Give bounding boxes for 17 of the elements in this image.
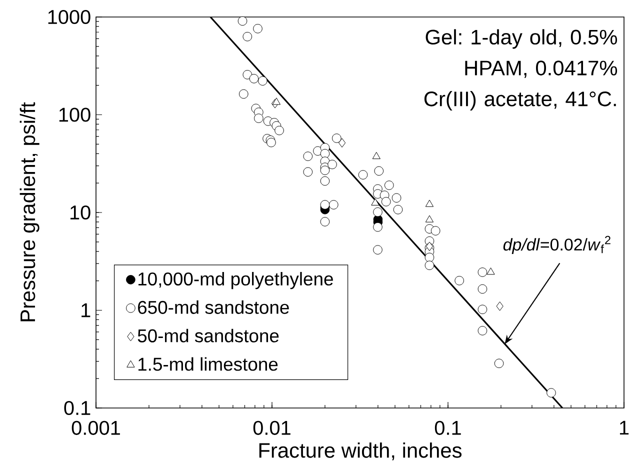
x-tick-label: 0.01 (253, 420, 290, 435)
annotation: dp/dl=0.02/w$_{f}$2 (503, 236, 610, 254)
y-tick-label: 1 (82, 303, 90, 318)
x-tick-label: 0.001 (72, 420, 120, 435)
x-axis-title: Fracture width, inches (259, 442, 462, 460)
y-tick-label: 0.1 (64, 400, 90, 416)
y-tick-label: 10 (70, 205, 90, 220)
y-axis-title: Pressure gradient, psi/ft (20, 102, 40, 322)
legend-label: 1.5-md limestone (138, 357, 278, 371)
legend-label: 650-md sandstone (138, 300, 289, 314)
x-tick-label: 1 (620, 420, 629, 435)
y-tick-label: 100 (59, 108, 90, 122)
y-tick-label: 1000 (48, 10, 90, 24)
legend-label: 50-md sandstone (138, 328, 279, 342)
x-tick-label: 0.1 (434, 420, 461, 435)
legend-label: 10,000-md polyethylene (138, 272, 333, 290)
annotation: Gel: 1-day old, 0.5% HPAM, 0.0417% Cr(III) acetate, 41°C. (424, 29, 618, 110)
